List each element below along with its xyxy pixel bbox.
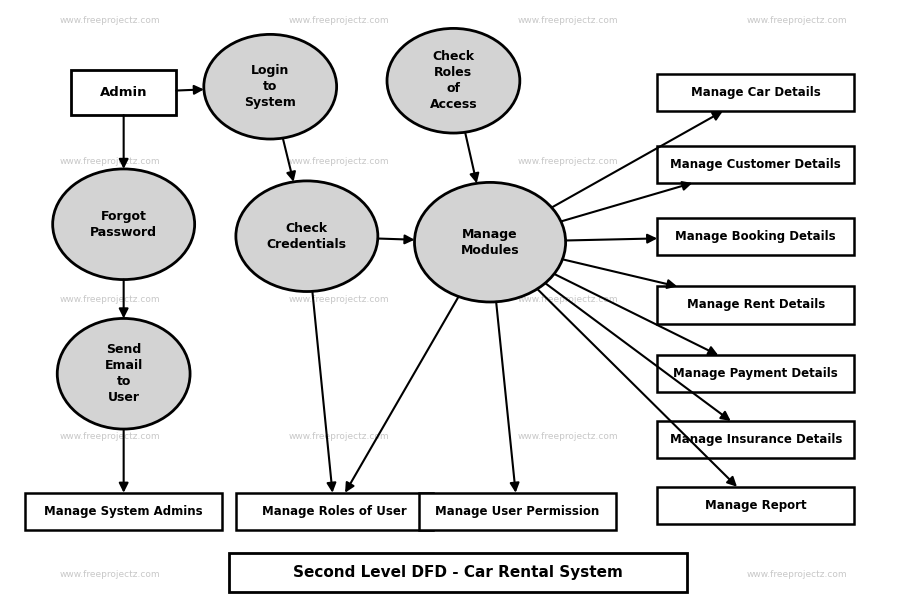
FancyBboxPatch shape <box>657 74 854 111</box>
Text: www.freeprojectz.com: www.freeprojectz.com <box>518 569 618 579</box>
Text: Manage Payment Details: Manage Payment Details <box>673 367 838 380</box>
FancyBboxPatch shape <box>26 493 222 530</box>
Text: Forgot
Password: Forgot Password <box>90 210 158 239</box>
Text: www.freeprojectz.com: www.freeprojectz.com <box>747 157 847 166</box>
FancyBboxPatch shape <box>657 487 854 524</box>
Text: www.freeprojectz.com: www.freeprojectz.com <box>518 432 618 441</box>
Ellipse shape <box>53 169 194 280</box>
Text: Manage User Permission: Manage User Permission <box>435 505 600 518</box>
Text: Send
Email
to
User: Send Email to User <box>104 343 143 404</box>
FancyBboxPatch shape <box>236 493 432 530</box>
Text: www.freeprojectz.com: www.freeprojectz.com <box>747 569 847 579</box>
Text: www.freeprojectz.com: www.freeprojectz.com <box>289 294 389 304</box>
FancyBboxPatch shape <box>657 421 854 458</box>
Text: Check
Roles
of
Access: Check Roles of Access <box>430 50 477 111</box>
Ellipse shape <box>203 34 337 139</box>
Text: www.freeprojectz.com: www.freeprojectz.com <box>289 157 389 166</box>
Text: Manage Customer Details: Manage Customer Details <box>671 158 841 171</box>
FancyBboxPatch shape <box>657 286 854 324</box>
Text: www.freeprojectz.com: www.freeprojectz.com <box>747 432 847 441</box>
Text: Manage Car Details: Manage Car Details <box>691 86 821 99</box>
FancyBboxPatch shape <box>657 218 854 255</box>
Ellipse shape <box>387 28 520 133</box>
Text: www.freeprojectz.com: www.freeprojectz.com <box>518 157 618 166</box>
Text: www.freeprojectz.com: www.freeprojectz.com <box>289 16 389 26</box>
Text: Login
to
System: Login to System <box>245 64 296 109</box>
Text: www.freeprojectz.com: www.freeprojectz.com <box>518 16 618 26</box>
Text: Manage
Modules: Manage Modules <box>461 228 519 257</box>
Ellipse shape <box>414 182 566 302</box>
Text: www.freeprojectz.com: www.freeprojectz.com <box>747 16 847 26</box>
FancyBboxPatch shape <box>71 70 176 115</box>
Ellipse shape <box>58 318 191 429</box>
Text: Second Level DFD - Car Rental System: Second Level DFD - Car Rental System <box>293 565 623 580</box>
Text: www.freeprojectz.com: www.freeprojectz.com <box>60 432 160 441</box>
Text: www.freeprojectz.com: www.freeprojectz.com <box>518 294 618 304</box>
Text: www.freeprojectz.com: www.freeprojectz.com <box>289 569 389 579</box>
Text: Manage Booking Details: Manage Booking Details <box>675 230 836 243</box>
Text: www.freeprojectz.com: www.freeprojectz.com <box>60 16 160 26</box>
Text: Manage Insurance Details: Manage Insurance Details <box>670 433 842 446</box>
FancyBboxPatch shape <box>419 493 616 530</box>
Text: www.freeprojectz.com: www.freeprojectz.com <box>289 432 389 441</box>
Text: Check
Credentials: Check Credentials <box>267 222 347 251</box>
Text: Manage Roles of User: Manage Roles of User <box>262 505 407 518</box>
Ellipse shape <box>236 181 377 292</box>
Text: www.freeprojectz.com: www.freeprojectz.com <box>60 294 160 304</box>
Text: Manage Rent Details: Manage Rent Details <box>687 298 824 312</box>
FancyBboxPatch shape <box>657 146 854 183</box>
FancyBboxPatch shape <box>229 553 687 592</box>
Text: www.freeprojectz.com: www.freeprojectz.com <box>60 569 160 579</box>
Text: www.freeprojectz.com: www.freeprojectz.com <box>747 294 847 304</box>
Text: Manage System Admins: Manage System Admins <box>44 505 203 518</box>
Text: www.freeprojectz.com: www.freeprojectz.com <box>60 157 160 166</box>
Text: Admin: Admin <box>100 86 147 99</box>
Text: Manage Report: Manage Report <box>705 499 806 512</box>
FancyBboxPatch shape <box>657 355 854 392</box>
